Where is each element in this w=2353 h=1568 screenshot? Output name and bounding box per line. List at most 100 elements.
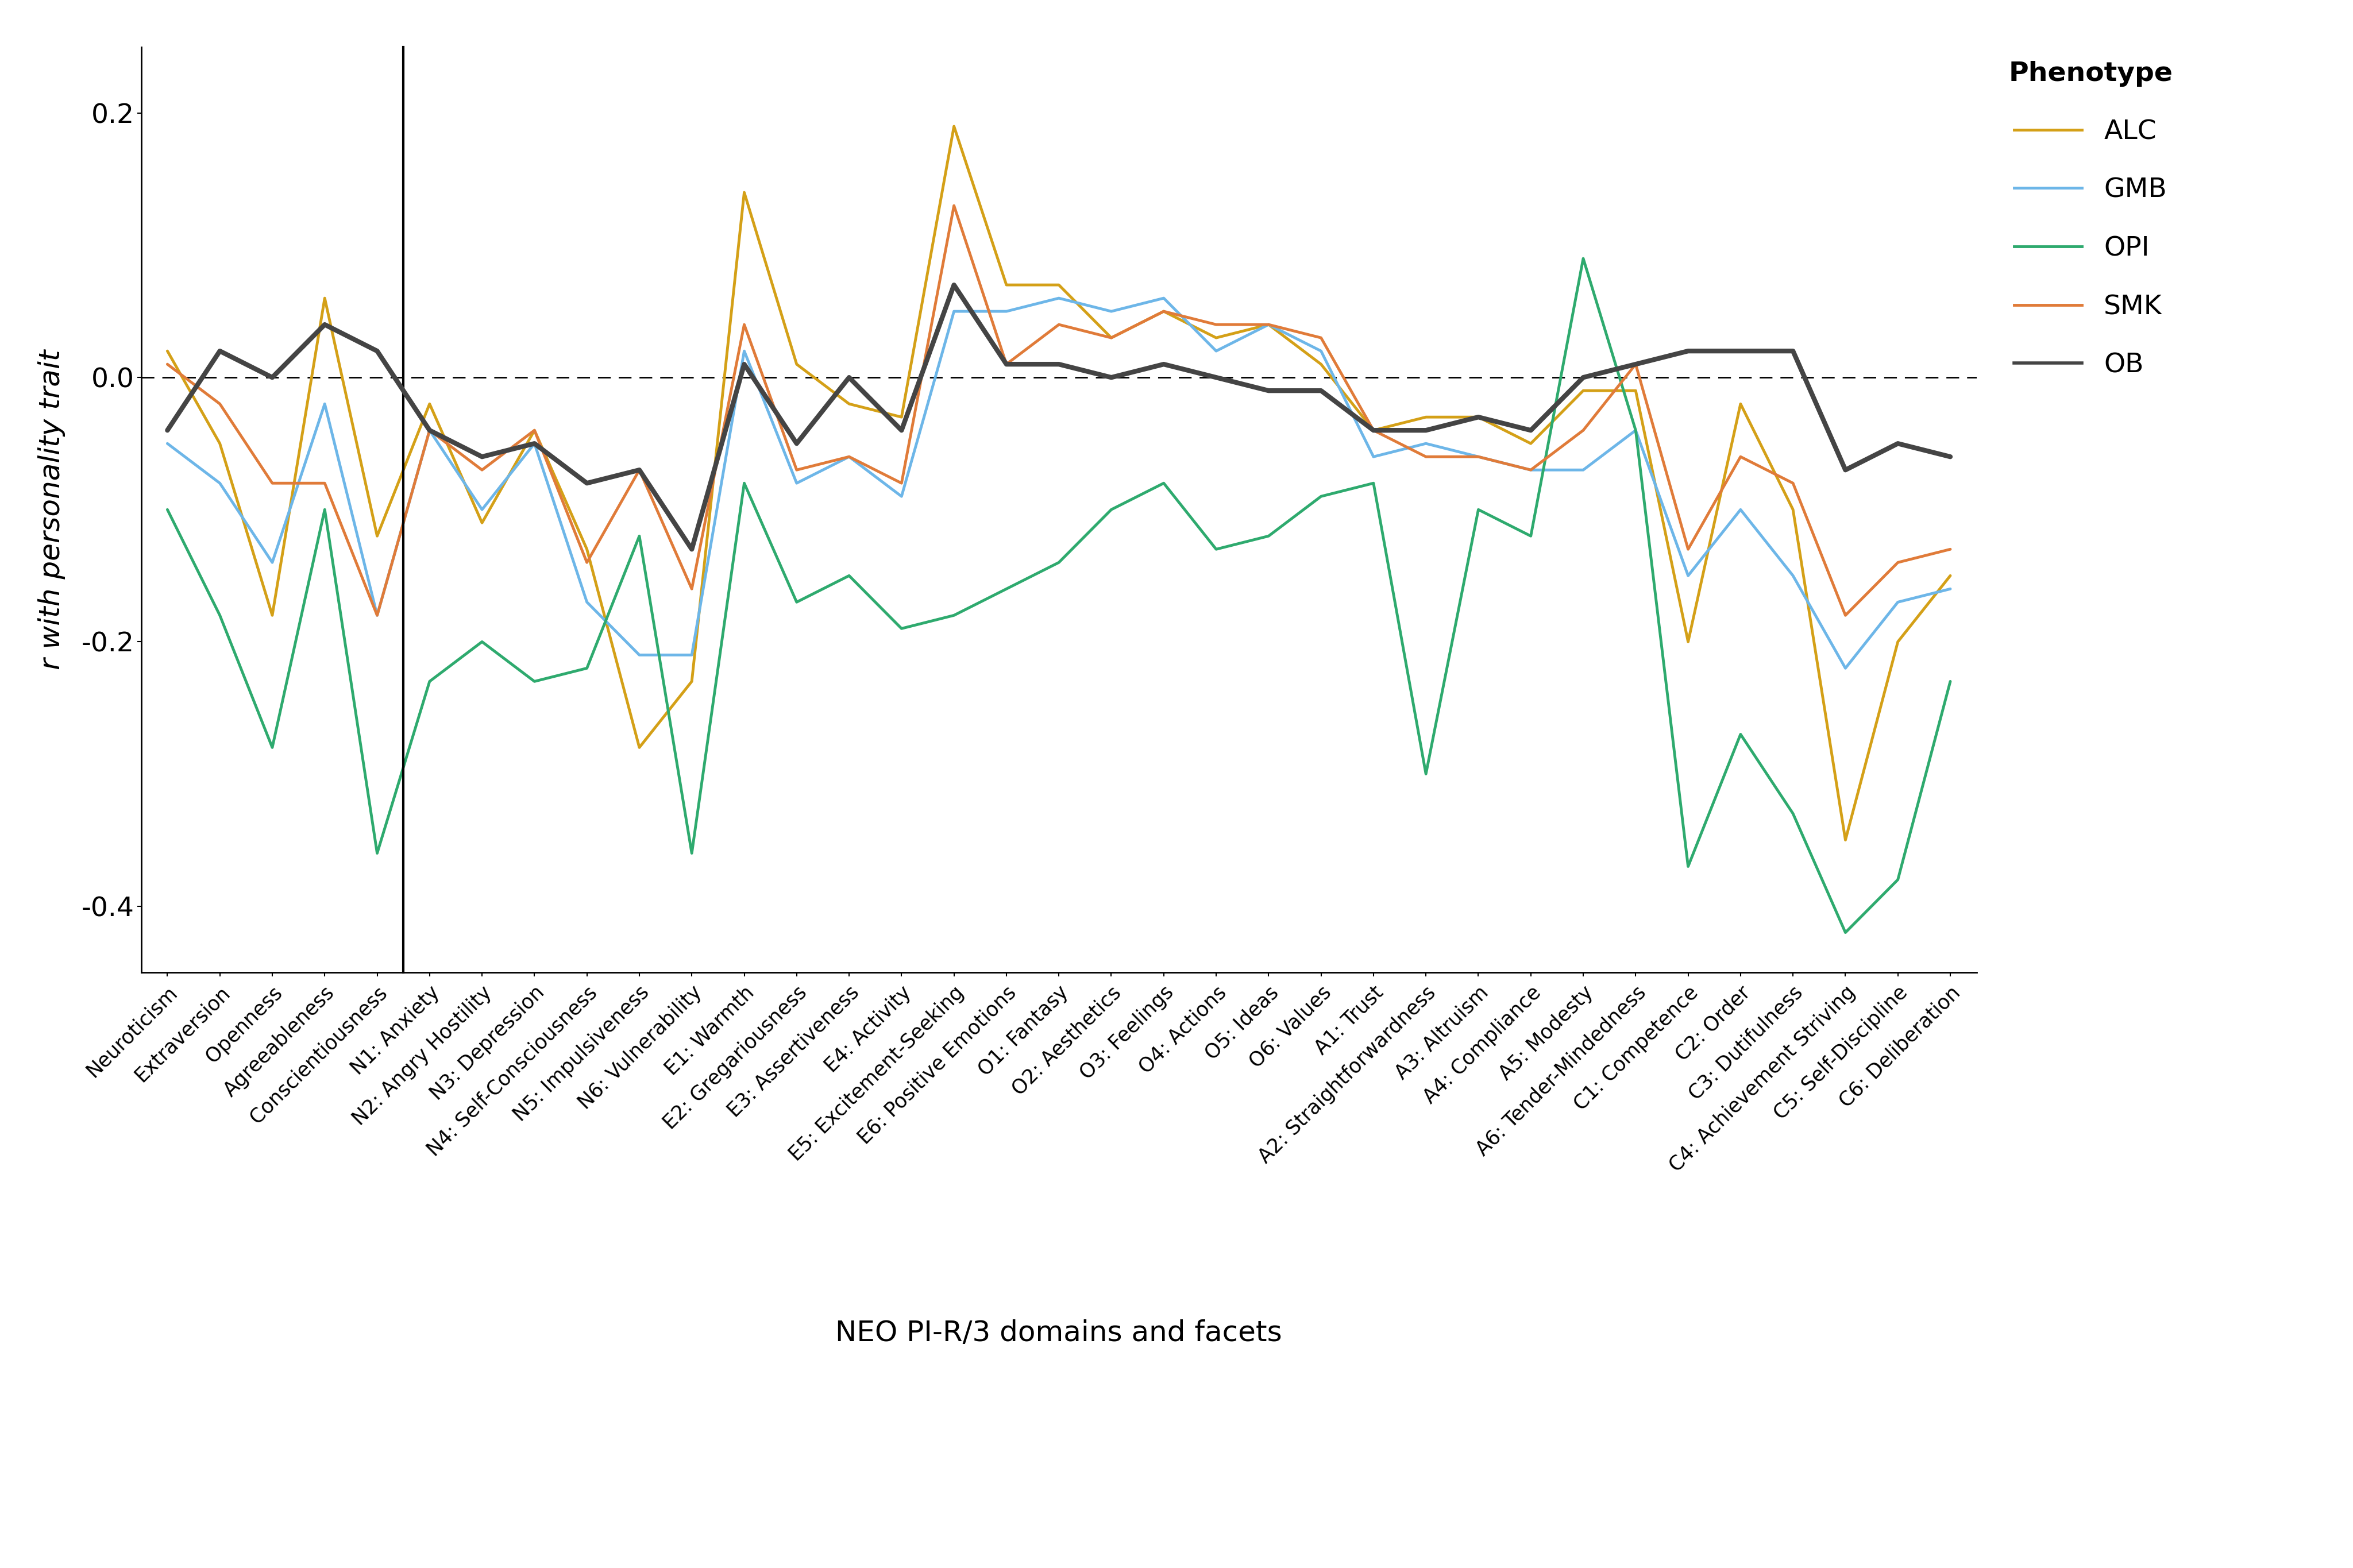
OPI	[520, 673, 548, 691]
GMB	[1673, 566, 1701, 585]
SMK	[1831, 605, 1859, 624]
OPI	[572, 659, 600, 677]
OB	[1779, 342, 1807, 361]
SMK	[1096, 328, 1125, 347]
ALC	[1885, 632, 1913, 651]
OPI	[259, 739, 287, 757]
OB	[1254, 381, 1282, 400]
Line: SMK: SMK	[167, 205, 1951, 615]
GMB	[626, 646, 654, 665]
ALC	[362, 527, 391, 546]
SMK	[1306, 328, 1334, 347]
SMK	[1254, 315, 1282, 334]
SMK	[887, 474, 915, 492]
OPI	[1673, 858, 1701, 877]
OPI	[1360, 474, 1388, 492]
GMB	[311, 395, 339, 414]
GMB	[784, 474, 812, 492]
GMB	[1202, 342, 1231, 361]
GMB	[1727, 500, 1755, 519]
OB	[1831, 461, 1859, 480]
SMK	[1360, 420, 1388, 439]
SMK	[1569, 420, 1598, 439]
GMB	[1937, 580, 1965, 599]
OPI	[1937, 673, 1965, 691]
OPI	[835, 566, 864, 585]
SMK	[1518, 461, 1546, 480]
OPI	[784, 593, 812, 612]
OPI	[729, 474, 758, 492]
OPI	[1464, 500, 1492, 519]
GMB	[468, 500, 496, 519]
OB	[939, 276, 967, 295]
ALC	[887, 408, 915, 426]
Line: OPI: OPI	[167, 259, 1951, 933]
Line: GMB: GMB	[167, 298, 1951, 668]
GMB	[678, 646, 706, 665]
ALC	[939, 118, 967, 136]
OPI	[1779, 804, 1807, 823]
SMK	[1045, 315, 1073, 334]
SMK	[520, 420, 548, 439]
SMK	[1779, 474, 1807, 492]
OPI	[1727, 724, 1755, 743]
Line: OB: OB	[167, 285, 1951, 549]
OB	[1045, 354, 1073, 373]
GMB	[416, 420, 445, 439]
SMK	[1937, 539, 1965, 558]
OPI	[416, 673, 445, 691]
GMB	[572, 593, 600, 612]
GMB	[939, 303, 967, 321]
GMB	[520, 434, 548, 453]
Legend: ALC, GMB, OPI, SMK, OB: ALC, GMB, OPI, SMK, OB	[1995, 47, 2186, 392]
ALC	[520, 420, 548, 439]
ALC	[259, 605, 287, 624]
OB	[520, 434, 548, 453]
OPI	[887, 619, 915, 638]
OB	[1518, 420, 1546, 439]
OB	[572, 474, 600, 492]
SMK	[416, 420, 445, 439]
SMK	[626, 461, 654, 480]
OPI	[1518, 527, 1546, 546]
OB	[1885, 434, 1913, 453]
SMK	[784, 461, 812, 480]
OB	[626, 461, 654, 480]
SMK	[311, 474, 339, 492]
SMK	[1621, 354, 1649, 373]
OPI	[1045, 554, 1073, 572]
OPI	[1151, 474, 1179, 492]
ALC	[1937, 566, 1965, 585]
OB	[1412, 420, 1440, 439]
GMB	[1306, 342, 1334, 361]
ALC	[311, 289, 339, 307]
ALC	[1779, 500, 1807, 519]
OB	[784, 434, 812, 453]
GMB	[729, 342, 758, 361]
X-axis label: NEO PI-R/3 domains and facets: NEO PI-R/3 domains and facets	[835, 1320, 1282, 1347]
GMB	[362, 605, 391, 624]
ALC	[1202, 328, 1231, 347]
OB	[1937, 447, 1965, 466]
OB	[1151, 354, 1179, 373]
Line: ALC: ALC	[167, 127, 1951, 840]
OB	[835, 368, 864, 387]
OB	[259, 368, 287, 387]
SMK	[729, 315, 758, 334]
SMK	[1673, 539, 1701, 558]
Y-axis label: r with personality trait: r with personality trait	[38, 350, 66, 670]
ALC	[1464, 408, 1492, 426]
ALC	[1518, 434, 1546, 453]
SMK	[1885, 554, 1913, 572]
ALC	[729, 183, 758, 202]
OB	[1096, 368, 1125, 387]
ALC	[1360, 420, 1388, 439]
OPI	[1202, 539, 1231, 558]
SMK	[1727, 447, 1755, 466]
SMK	[572, 554, 600, 572]
SMK	[205, 395, 233, 414]
GMB	[1096, 303, 1125, 321]
OB	[311, 315, 339, 334]
OPI	[1254, 527, 1282, 546]
OPI	[1885, 870, 1913, 889]
